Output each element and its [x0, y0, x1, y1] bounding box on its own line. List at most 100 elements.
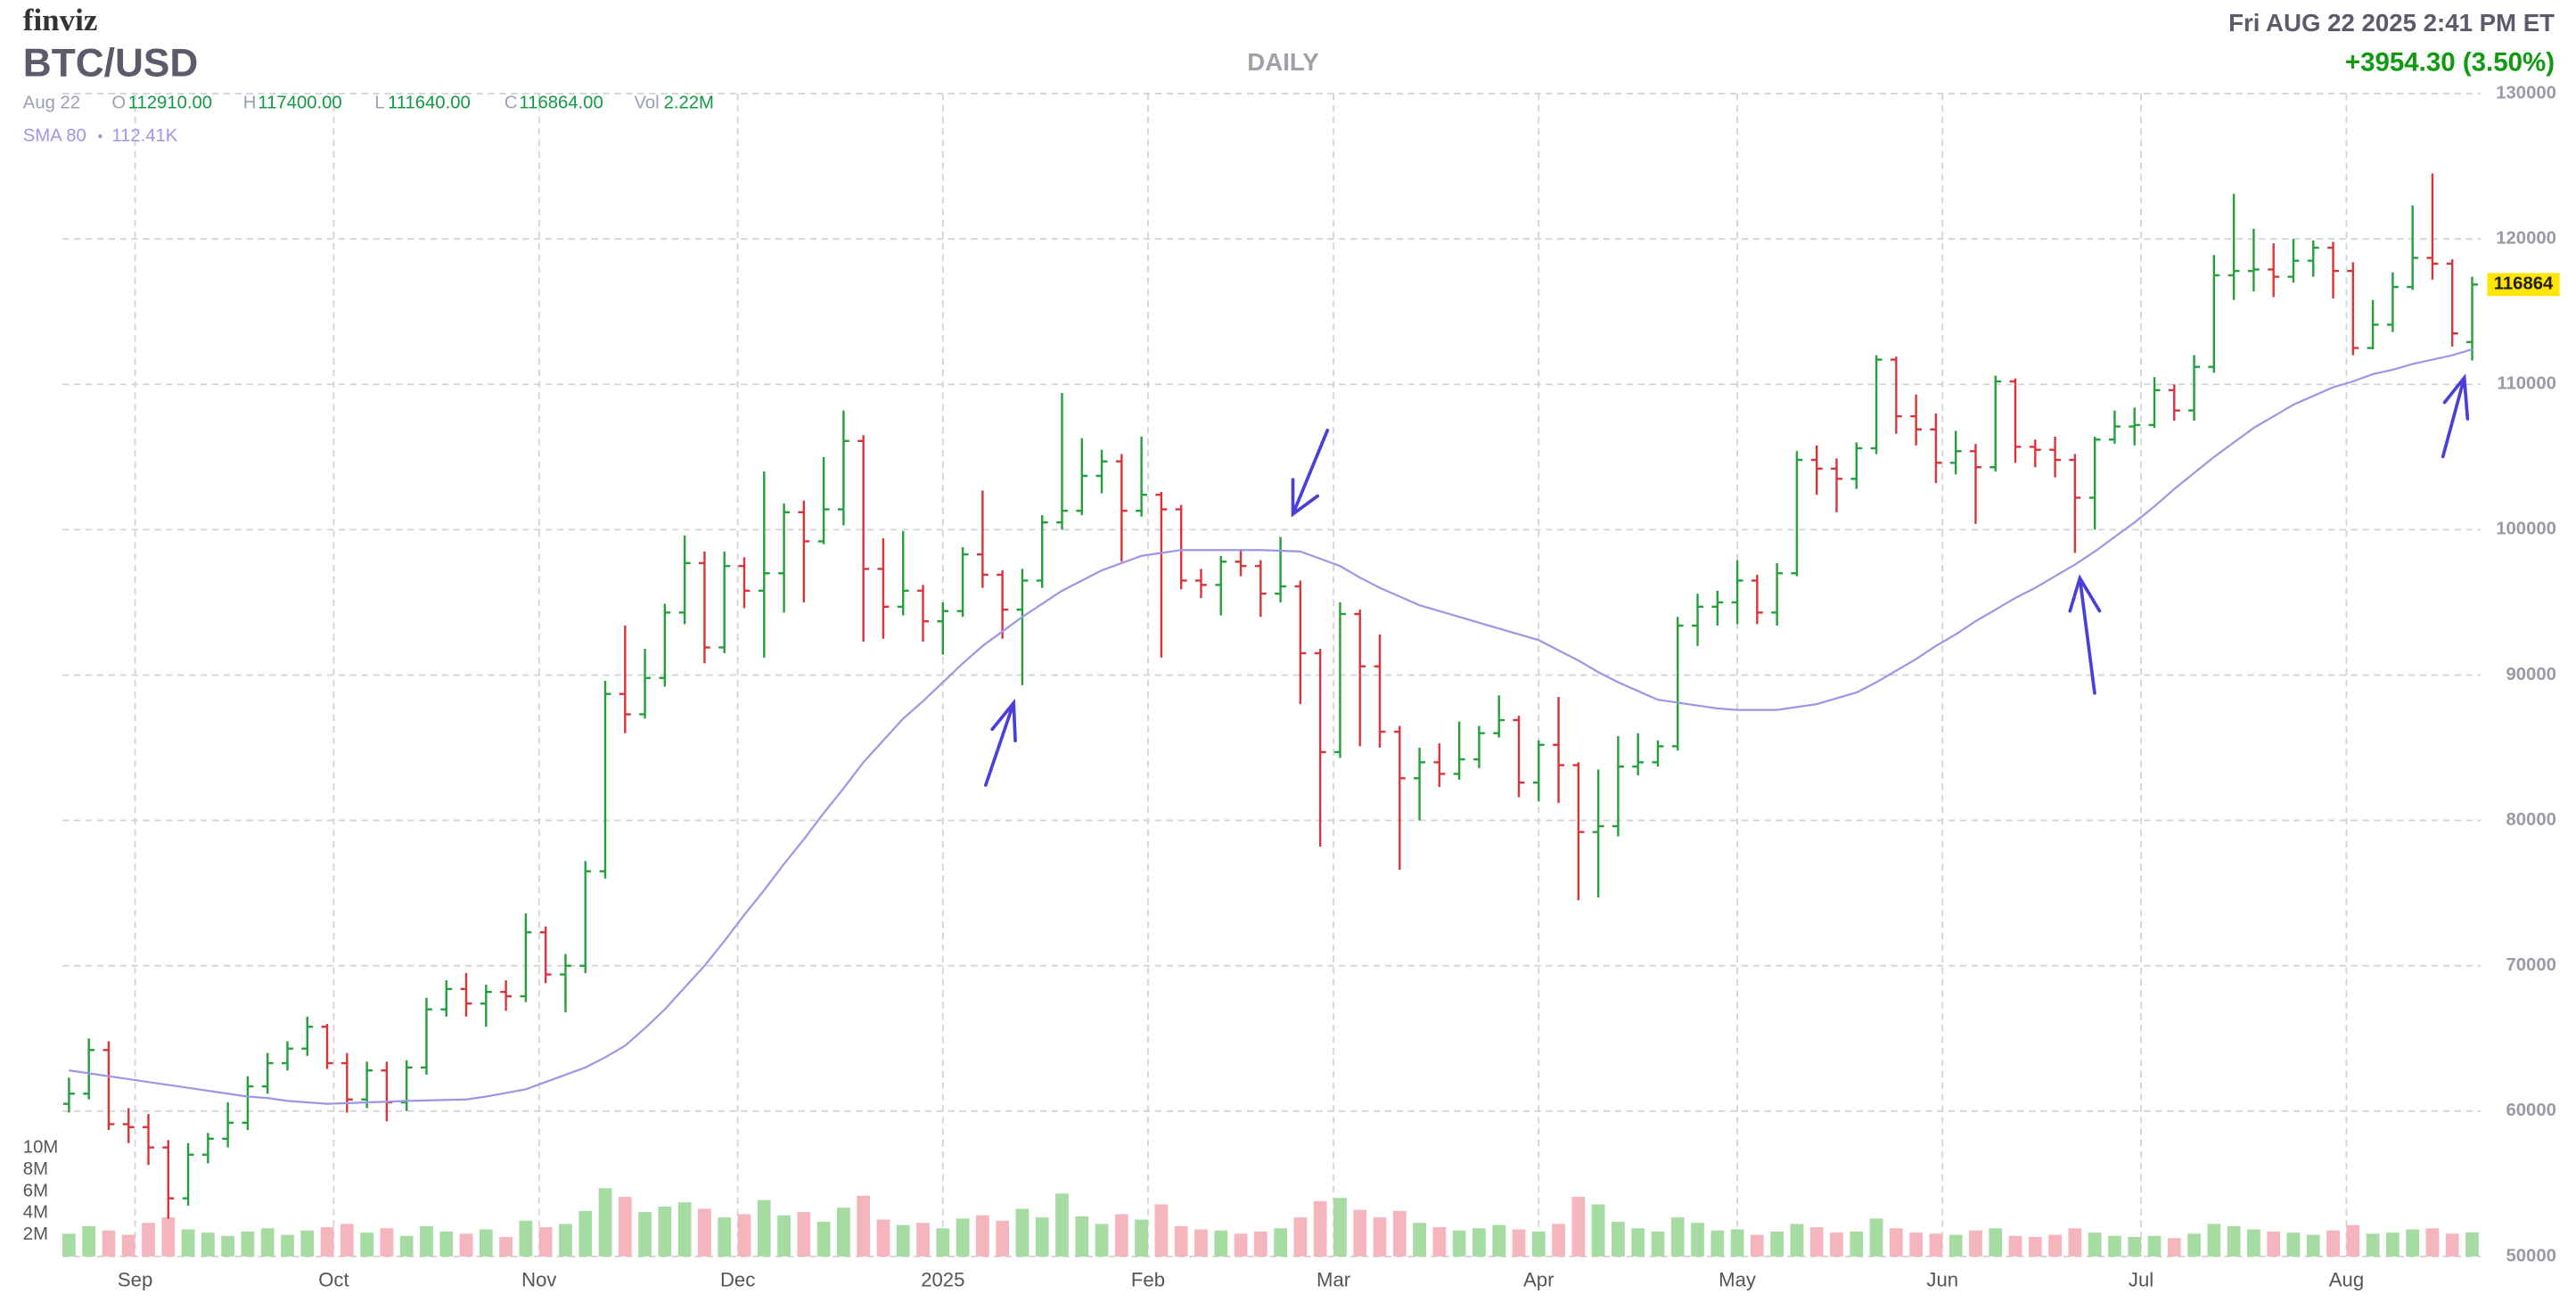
volume-bar — [698, 1208, 711, 1257]
volume-bar — [1670, 1217, 1685, 1257]
volume-bar — [2048, 1234, 2062, 1257]
volume-bar — [1055, 1193, 1069, 1257]
price-bars — [62, 173, 2478, 1219]
volume-bar — [181, 1229, 195, 1257]
volume-bar — [598, 1188, 612, 1257]
volume-bar — [1591, 1204, 1605, 1257]
quote-low: 111640.00 — [388, 93, 471, 112]
volume-bar — [1432, 1227, 1447, 1257]
volume-bar — [1790, 1224, 1804, 1257]
price-tag: 116864 — [2487, 273, 2560, 297]
y-tick-label: 120000 — [2496, 229, 2556, 249]
volume-bar — [1552, 1224, 1565, 1257]
volume-bar — [956, 1218, 970, 1257]
volume-bar — [360, 1232, 373, 1257]
volume-bar — [479, 1229, 493, 1257]
volume-bar — [1413, 1223, 1426, 1257]
volume-bar — [718, 1217, 732, 1257]
volume-bar — [1710, 1230, 1725, 1257]
volume-bar — [2425, 1228, 2440, 1257]
brand[interactable]: finviz — [23, 3, 98, 37]
x-tick-label: Apr — [1523, 1268, 1554, 1290]
volume-bar — [857, 1195, 871, 1257]
volume-bar — [1929, 1233, 1943, 1257]
volume-bar — [1174, 1225, 1188, 1257]
quote-high: 117400.00 — [258, 93, 341, 112]
grid: 50000 60000 70000 80000 90000 100000 110000 120… — [23, 83, 2556, 1290]
volume-bar — [2008, 1235, 2022, 1257]
x-tick-label: Jul — [2129, 1268, 2154, 1290]
volume-bar — [1492, 1224, 1506, 1257]
volume-bar — [1830, 1232, 1843, 1257]
quote-vol-label: Vol — [634, 93, 659, 112]
volume-bar — [1631, 1228, 1645, 1257]
volume-tick-label: 8M — [23, 1159, 48, 1179]
volume-bar — [2247, 1229, 2260, 1257]
quote-date: Aug 22 — [23, 93, 80, 112]
volume-bar — [1353, 1209, 1367, 1257]
volume-tick-label: 2M — [23, 1224, 48, 1244]
volume-bar — [1253, 1231, 1267, 1257]
y-tick-label: 80000 — [2506, 810, 2556, 830]
quote-close: 116864.00 — [519, 93, 603, 112]
y-tick-label: 130000 — [2496, 83, 2556, 102]
quote-high-label: H — [243, 93, 257, 112]
volume-bar — [2366, 1233, 2380, 1257]
volume-bar — [1869, 1218, 1883, 1257]
volume-bars — [62, 1188, 2479, 1257]
volume-bar — [121, 1234, 135, 1257]
sma-name: SMA 80 — [23, 126, 86, 145]
volume-bar — [439, 1231, 454, 1257]
volume-bar — [499, 1237, 513, 1257]
y-tick-label: 100000 — [2496, 520, 2556, 539]
volume-bar — [1015, 1208, 1030, 1257]
x-tick-label: Aug — [2329, 1268, 2364, 1290]
volume-bar — [380, 1228, 394, 1257]
volume-bar — [1333, 1198, 1347, 1257]
volume-tick-label: 10M — [23, 1138, 58, 1158]
y-tick-label: 110000 — [2497, 374, 2556, 394]
x-tick-label: 2025 — [921, 1268, 964, 1290]
volume-bar — [1909, 1232, 1923, 1257]
last-price: 116864 — [2494, 274, 2554, 294]
volume-bar — [2445, 1233, 2459, 1257]
x-tick-label: Jun — [1926, 1268, 1958, 1290]
arrow — [1291, 429, 1330, 518]
volume-bar — [876, 1219, 890, 1257]
volume-bar — [102, 1230, 116, 1257]
volume-bar — [1035, 1217, 1049, 1257]
last-price-box — [2487, 273, 2560, 297]
volume-bar — [816, 1221, 831, 1257]
volume-bar — [578, 1210, 593, 1257]
volume-bar — [996, 1220, 1010, 1257]
volume-tick-label: 6M — [23, 1181, 48, 1200]
volume-bar — [1531, 1231, 1546, 1257]
volume-bar — [1809, 1227, 1824, 1257]
volume-bar — [1154, 1204, 1169, 1257]
volume-bar — [1274, 1228, 1287, 1257]
x-tick-label: Mar — [1317, 1268, 1350, 1290]
volume-bar — [1750, 1234, 1764, 1257]
volume-bar — [1473, 1228, 1486, 1257]
volume-bar — [2386, 1232, 2400, 1257]
volume-bar — [1114, 1214, 1128, 1257]
volume-bar — [2187, 1233, 2201, 1257]
volume-bar — [2406, 1229, 2420, 1257]
volume-bar — [2167, 1238, 2181, 1257]
change: +3954.30 (3.50%) — [2345, 48, 2555, 78]
volume-bar — [2147, 1235, 2162, 1257]
timeframe[interactable]: DAILY — [1247, 48, 1318, 76]
volume-bar — [2267, 1231, 2281, 1257]
volume-bar — [638, 1212, 652, 1257]
volume-bar — [221, 1235, 235, 1257]
volume-bar — [260, 1228, 275, 1257]
volume-bar — [1373, 1217, 1387, 1257]
volume-bar — [201, 1232, 215, 1257]
volume-bar — [281, 1234, 294, 1257]
volume-bar — [2128, 1237, 2142, 1257]
volume-bar — [1969, 1230, 1982, 1257]
y-tick-label: 60000 — [2506, 1101, 2556, 1120]
quote-low-label: L — [374, 93, 384, 112]
